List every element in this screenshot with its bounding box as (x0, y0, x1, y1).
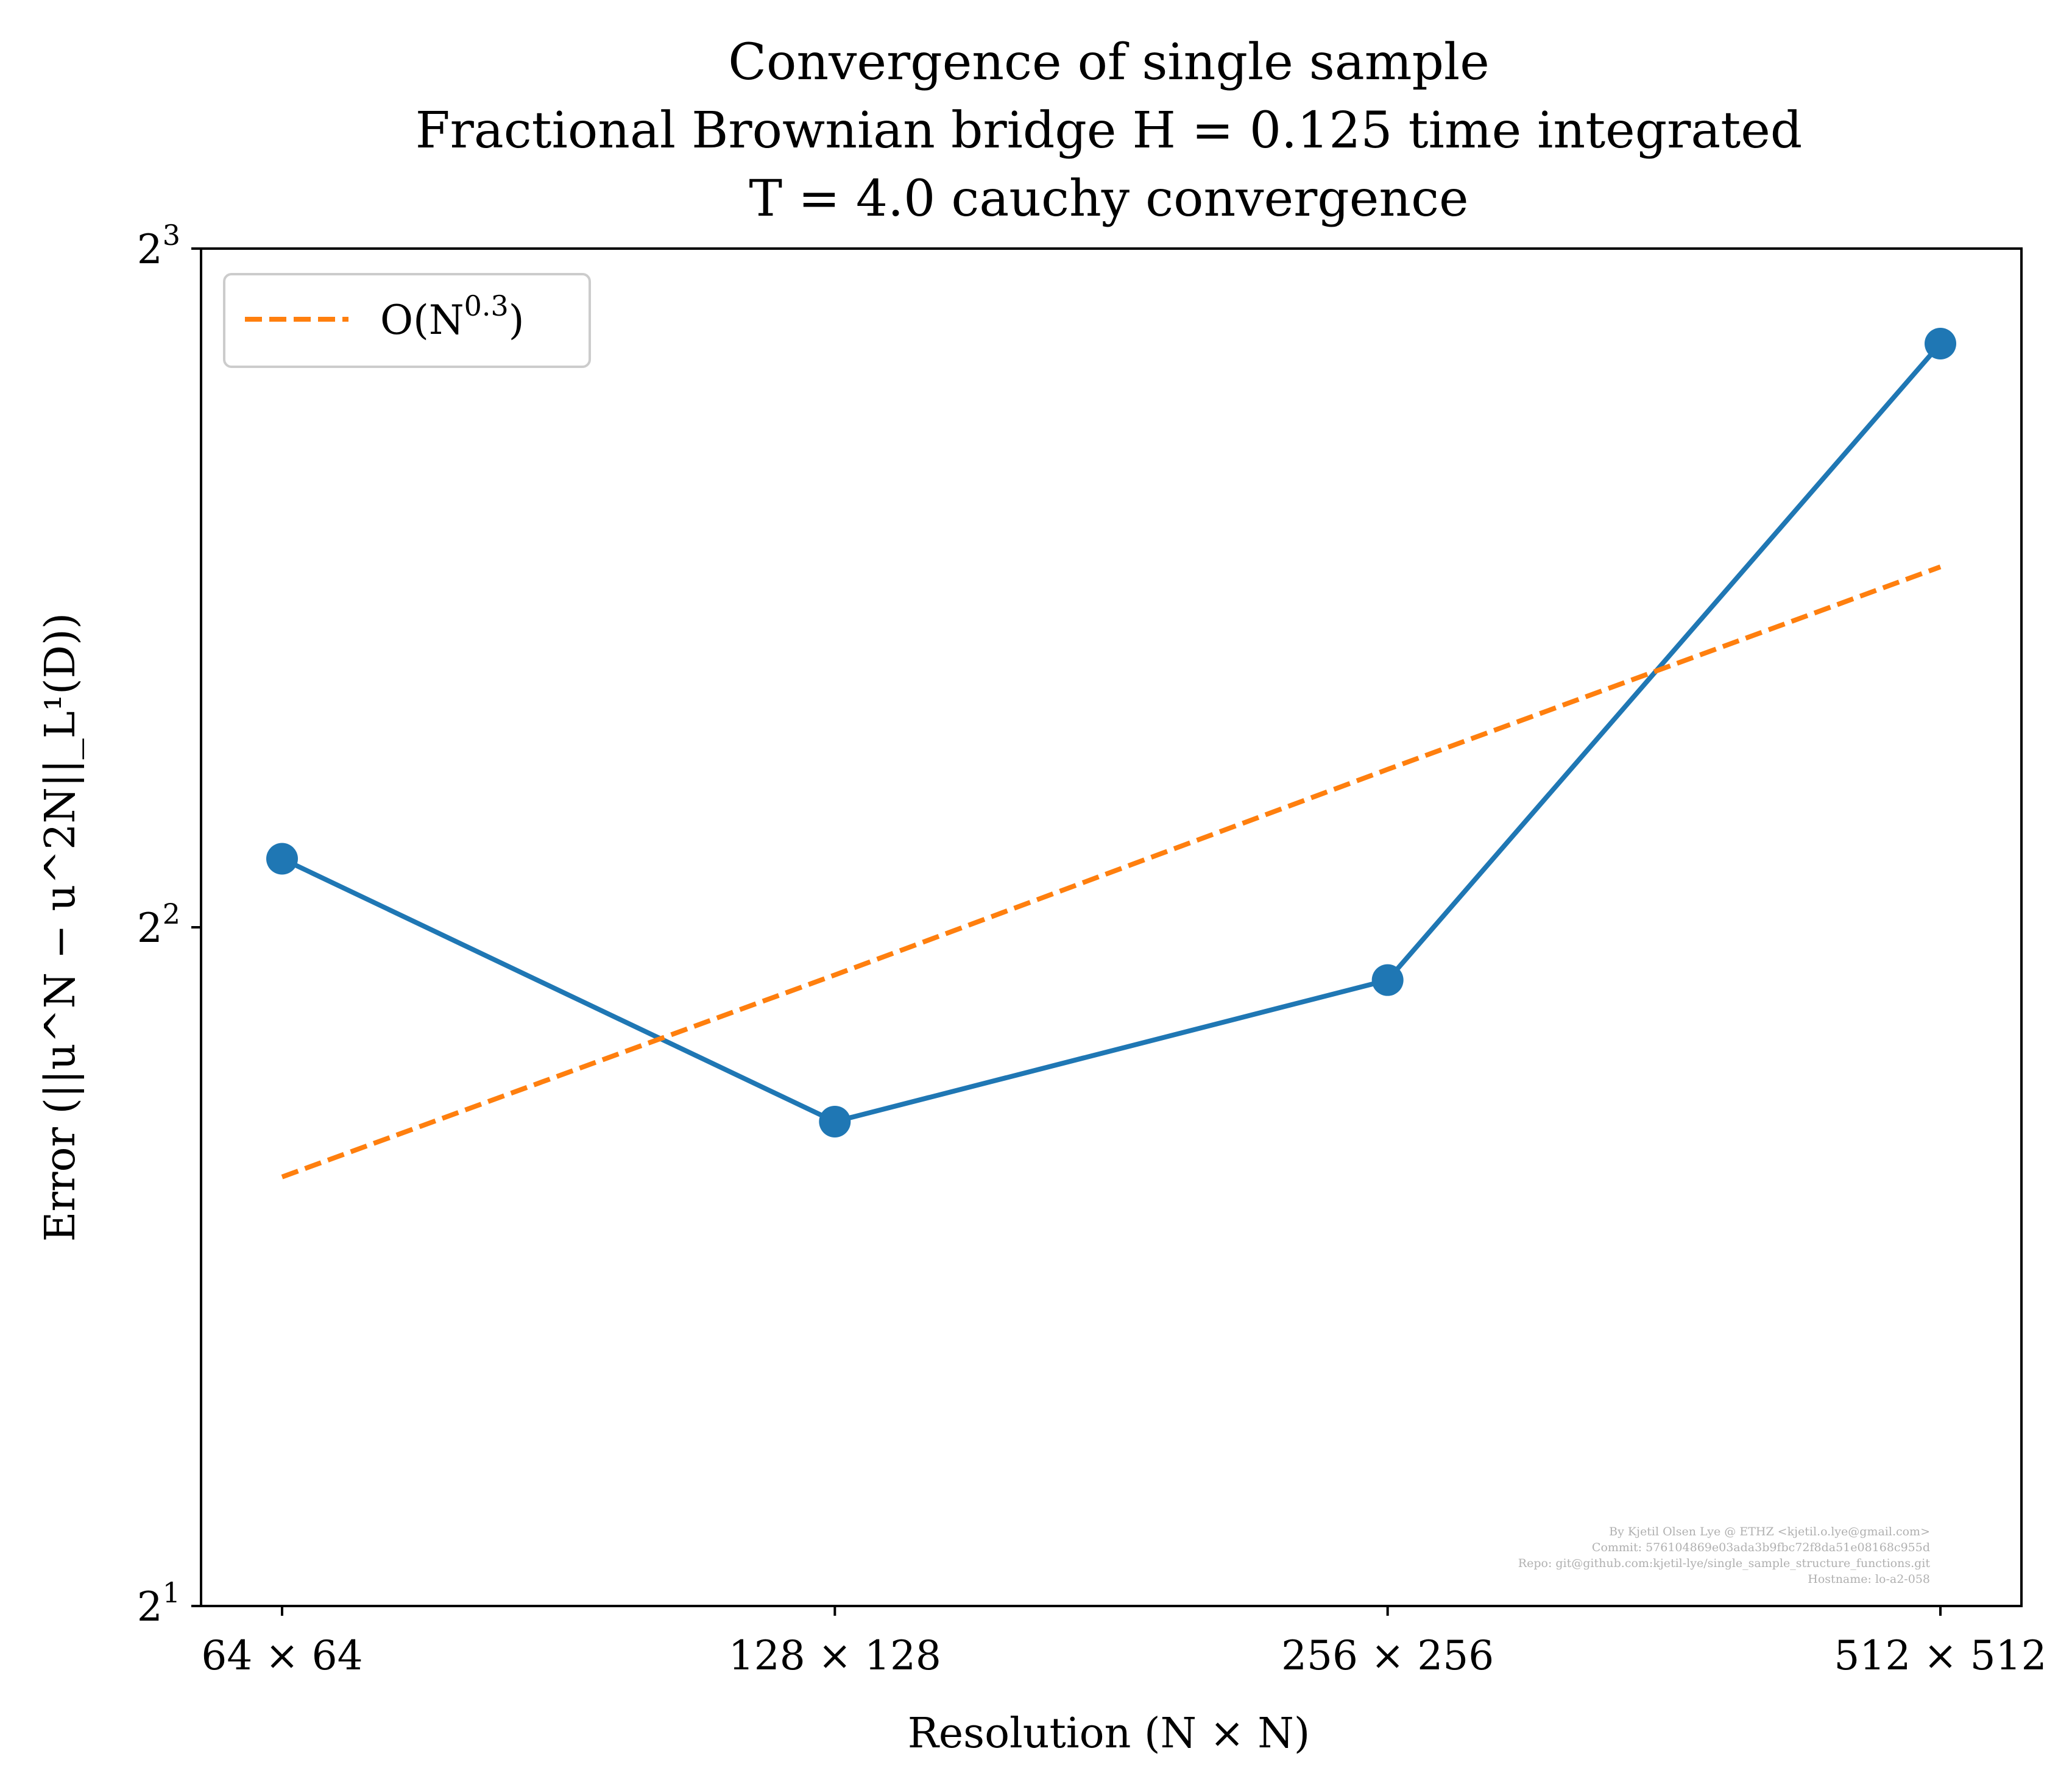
legend-entry-label: O(N0.3) (380, 289, 525, 344)
chart-title: Convergence of single sample Fractional … (415, 34, 1803, 228)
series-line-1 (281, 342, 1943, 1124)
plot-frame (200, 247, 2023, 1607)
y-tick-label-1: 21 (137, 1576, 180, 1630)
series-1-point-4 (1925, 327, 1956, 359)
title-line-1: Convergence of single sample (728, 34, 1490, 91)
y-axis-label: Error (||u^N − u^2N||_L¹(D)) (37, 613, 85, 1242)
series-line-2 (281, 564, 1942, 1180)
x-axis-ticks: 64 × 64 128 × 128 256 × 256 512 × 512 (201, 1606, 2047, 1679)
series-1-point-1 (266, 843, 298, 875)
y-tick-label-2: 22 (137, 897, 180, 952)
title-line-2: Fractional Brownian bridge H = 0.125 tim… (415, 102, 1803, 160)
title-line-3: T = 4.0 cauchy convergence (749, 170, 1468, 228)
watermark-line-4: Hostname: lo-a2-058 (1808, 1572, 1930, 1586)
x-axis-label: Resolution (N × N) (908, 1710, 1310, 1758)
y-tick-label-3: 23 (137, 219, 180, 273)
x-tick-label-4: 512 × 512 (1834, 1632, 2046, 1679)
watermark-line-3: Repo: git@github.com:kjetil-lye/single_s… (1518, 1557, 1931, 1570)
series-1-point-3 (1371, 964, 1404, 996)
y-axis-ticks: 21 22 23 (137, 219, 201, 1630)
legend: O(N0.3) (223, 273, 591, 368)
series-1-point-2 (819, 1105, 851, 1137)
watermark-line-2: Commit: 576104869e03ada3b9fbc72f8da51e08… (1592, 1541, 1930, 1554)
watermark-line-1: By Kjetil Olsen Lye @ ETHZ <kjetil.o.lye… (1609, 1525, 1930, 1538)
watermark: By Kjetil Olsen Lye @ ETHZ <kjetil.o.lye… (1518, 1525, 1931, 1586)
x-tick-label-2: 128 × 128 (729, 1632, 941, 1679)
x-tick-label-3: 256 × 256 (1281, 1632, 1494, 1679)
series-layer (266, 327, 1956, 1180)
x-tick-label-1: 64 × 64 (201, 1632, 362, 1679)
legend-box (223, 273, 591, 368)
